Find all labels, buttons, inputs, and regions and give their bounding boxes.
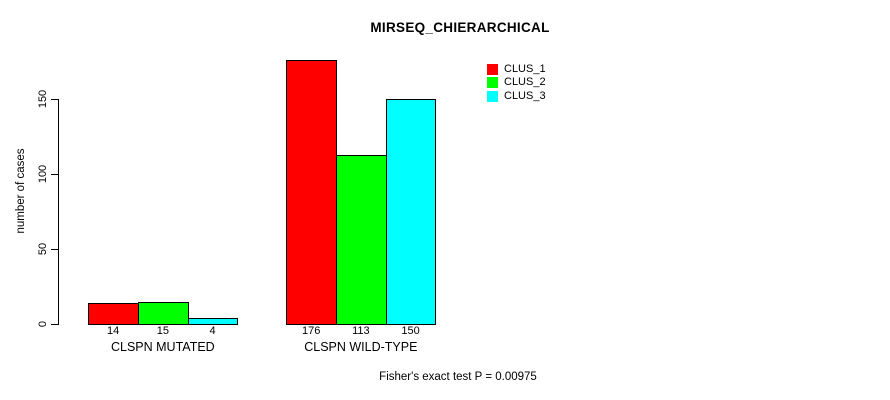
legend-label: CLUS_3 xyxy=(504,89,546,102)
bar-clus-1-clspn-mutated xyxy=(88,303,139,325)
y-axis-tick xyxy=(51,174,58,175)
bar-clus-2-clspn-mutated xyxy=(138,301,189,325)
legend-swatch-clus-1 xyxy=(487,64,498,76)
fisher-test-annotation: Fisher's exact test P = 0.00975 xyxy=(379,371,537,383)
legend-item-clus-3: CLUS_3 xyxy=(487,90,546,103)
y-axis-tick-label: 100 xyxy=(37,164,49,184)
legend-item-clus-1: CLUS_1 xyxy=(487,63,546,76)
bar-value-label: 176 xyxy=(301,325,321,337)
legend: CLUS_1 CLUS_2 CLUS_3 xyxy=(487,63,546,103)
legend-item-clus-2: CLUS_2 xyxy=(487,76,546,89)
bar-clus-3-clspn-mutated xyxy=(187,318,239,325)
y-axis-tick-label: 150 xyxy=(37,89,49,109)
bar-clus-3-clspn-wild-type xyxy=(385,99,437,325)
legend-label: CLUS_1 xyxy=(504,63,546,76)
y-axis-tick xyxy=(51,99,58,100)
y-axis-title: number of cases xyxy=(15,148,27,234)
bar-clus-2-clspn-wild-type xyxy=(336,154,387,325)
bar-value-label: 150 xyxy=(401,325,420,337)
x-category-label: CLSPN WILD-TYPE xyxy=(304,340,418,354)
bar-value-label: 113 xyxy=(352,325,370,337)
legend-swatch-clus-2 xyxy=(487,77,498,89)
bar-value-label: 14 xyxy=(107,325,120,337)
y-axis-tick-label: 50 xyxy=(37,242,49,256)
x-category-label: CLSPN MUTATED xyxy=(110,340,215,354)
legend-swatch-clus-3 xyxy=(487,90,498,102)
y-axis-tick xyxy=(51,249,58,250)
bar-clus-1-clspn-wild-type xyxy=(286,60,337,325)
chart-title: MIRSEQ_CHIERARCHICAL xyxy=(370,20,550,35)
bar-value-label: 4 xyxy=(209,325,216,337)
y-axis-line xyxy=(58,99,59,325)
y-axis-tick xyxy=(51,324,58,325)
y-axis-tick-label: 0 xyxy=(37,320,49,328)
bar-value-label: 15 xyxy=(156,325,169,337)
legend-label: CLUS_2 xyxy=(504,76,546,89)
